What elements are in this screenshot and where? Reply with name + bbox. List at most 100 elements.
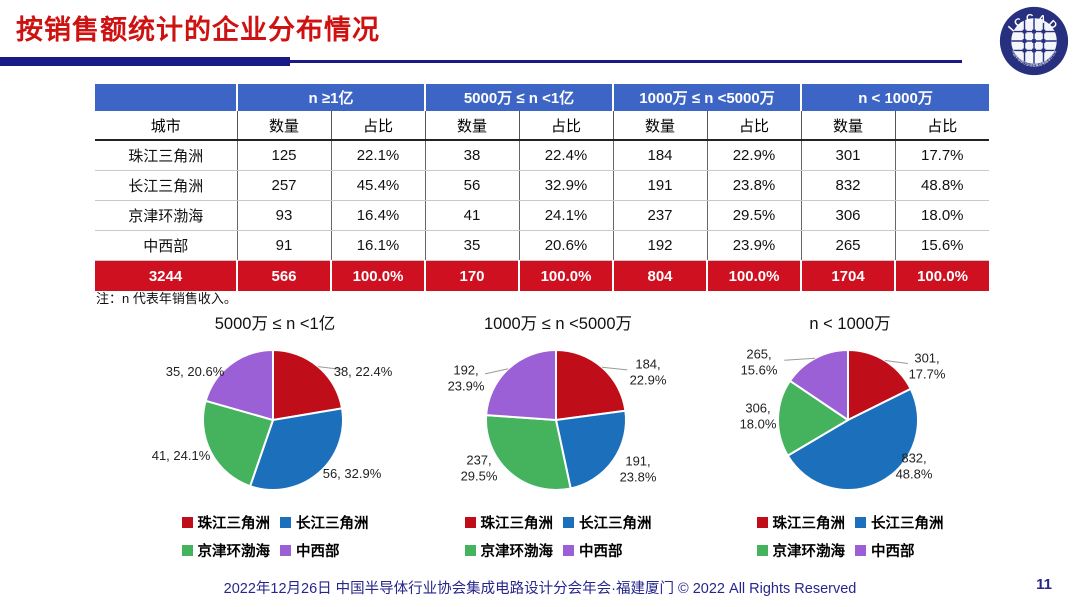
legend-item-京津环渤海: 京津环渤海 [756,540,846,561]
share-header-0: 占比 [330,111,426,141]
pie-slice-京津环渤海 [202,399,274,488]
chart-title: 1000万 ≤ n <5000万 [483,315,633,333]
legend-item-中西部: 中西部 [563,540,652,561]
pie-slice-中西部 [788,349,849,421]
city-header: 城市 [95,111,238,141]
table-group-header-row: n ≥1亿 5000万 ≤ n <1亿 1000万 ≤ n <5000万 n < 10… [95,84,990,111]
data-cell: 56 [424,170,520,201]
legend-label: 中西部 [296,544,340,560]
pie-label-京津环渤海: 41, 24.1% [151,448,211,464]
pie-label-长江三角洲: 832, 48.8% [895,450,933,481]
total-row: 3244 566 100.0% 170 100.0% 804 100.0% 1704 100.0… [95,260,990,291]
legend-label: 京津环渤海 [772,544,846,560]
page-number: 11 [1036,576,1052,593]
title-divider-thick [0,57,290,66]
legend-item-中西部: 中西部 [855,540,944,561]
pie-chart-2: n < 1000万 301, 17.7% 832, 48.8% 306, 18.0% 265,… [700,308,1000,562]
pie-slice-长江三角洲 [555,409,627,490]
pie-label-中西部: 265, 15.6% [740,346,778,377]
legend-label: 中西部 [579,544,623,560]
legend-swatch [563,545,574,556]
legend-swatch [181,517,193,528]
pie-label-京津环渤海: 237, 29.5% [460,452,498,483]
legend-item-长江三角洲: 长江三角洲 [563,512,652,533]
pie-label-长江三角洲: 56, 32.9% [322,466,382,482]
pie-svg [202,349,344,491]
title-divider-thin [290,60,962,63]
chart-legend: 珠江三角洲 长江三角洲 京津环渤海 中西部 [125,512,425,561]
count-header-2: 数量 [612,111,708,141]
legend-swatch [756,517,768,528]
data-cell: 832 [800,170,896,201]
total-cell: 100.0% [330,260,425,291]
pie-slice-长江三角洲 [249,407,344,491]
iccad-logo-icon: ICCAD 中国半导体行业协会集成电路设计分会 [999,6,1069,76]
legend-label: 京津环渤海 [480,544,554,560]
legend-item-中西部: 中西部 [280,540,369,561]
total-cell: 804 [612,260,707,291]
data-cell: 48.8% [894,170,990,201]
data-cell: 23.9% [706,230,802,261]
pie-slice-中西部 [204,349,274,421]
pie-label-中西部: 35, 20.6% [165,364,225,380]
data-cell: 22.4% [518,139,614,171]
total-cell: 100.0% [518,260,613,291]
data-cell: 20.6% [518,230,614,261]
total-cell: 170 [424,260,519,291]
share-header-2: 占比 [706,111,802,141]
legend-swatch [464,517,476,528]
table-row: 京津环渤海 93 16.4% 41 24.1% 237 29.5% 306 18.0% [95,200,990,231]
pie-label-京津环渤海: 306, 18.0% [739,400,777,431]
legend-swatch [181,545,193,556]
total-cell: 566 [236,260,331,291]
data-cell: 125 [236,139,332,171]
data-cell: 18.0% [894,200,990,231]
legend-swatch [756,545,768,556]
data-cell: 23.8% [706,170,802,201]
label-leader-line [484,368,509,375]
table-corner-cell [95,84,237,111]
data-cell: 237 [612,200,708,231]
group-header-1: 5000万 ≤ n <1亿 [424,84,613,111]
data-cell: 16.4% [330,200,426,231]
legend-item-珠江三角洲: 珠江三角洲 [756,512,845,533]
data-cell: 192 [612,230,708,261]
pie-chart-0: 5000万 ≤ n <1亿 38, 22.4% 56, 32.9% 41, 24.1%… [125,308,425,562]
legend-swatch [855,517,866,528]
data-cell: 41 [424,200,520,231]
legend-swatch [563,517,574,528]
chart-title: 5000万 ≤ n <1亿 [214,315,336,333]
share-header-1: 占比 [518,111,614,141]
chart-legend: 珠江三角洲 长江三角洲 京津环渤海 中西部 [408,512,708,561]
pie-label-珠江三角洲: 301, 17.7% [908,350,946,381]
data-cell: 91 [236,230,332,261]
legend-label: 长江三角洲 [296,516,369,532]
table-row: 长江三角洲 257 45.4% 56 32.9% 191 23.8% 832 48.8% [95,170,990,201]
data-cell: 93 [236,200,332,231]
count-header-1: 数量 [424,111,520,141]
chart-title: n < 1000万 [809,315,891,333]
city-cell: 珠江三角洲 [95,139,238,171]
city-cell: 中西部 [95,230,238,261]
pie-slice-京津环渤海 [485,414,572,491]
data-cell: 306 [800,200,896,231]
pie-svg [777,349,919,491]
city-cell: 长江三角洲 [95,170,238,201]
count-header-3: 数量 [800,111,896,141]
data-cell: 45.4% [330,170,426,201]
data-cell: 24.1% [518,200,614,231]
pie-slice-珠江三角洲 [555,349,627,421]
legend-swatch [464,545,476,556]
legend-swatch [280,517,291,528]
data-cell: 15.6% [894,230,990,261]
data-cell: 191 [612,170,708,201]
data-cell: 22.9% [706,139,802,171]
total-cell: 100.0% [893,260,990,291]
data-cell: 265 [800,230,896,261]
share-header-3: 占比 [894,111,990,141]
group-header-0: n ≥1亿 [236,84,425,111]
data-cell: 22.1% [330,139,426,171]
table-head: n ≥1亿 5000万 ≤ n <1亿 1000万 ≤ n <5000万 n < 10… [95,84,990,141]
legend-label: 长江三角洲 [579,516,652,532]
